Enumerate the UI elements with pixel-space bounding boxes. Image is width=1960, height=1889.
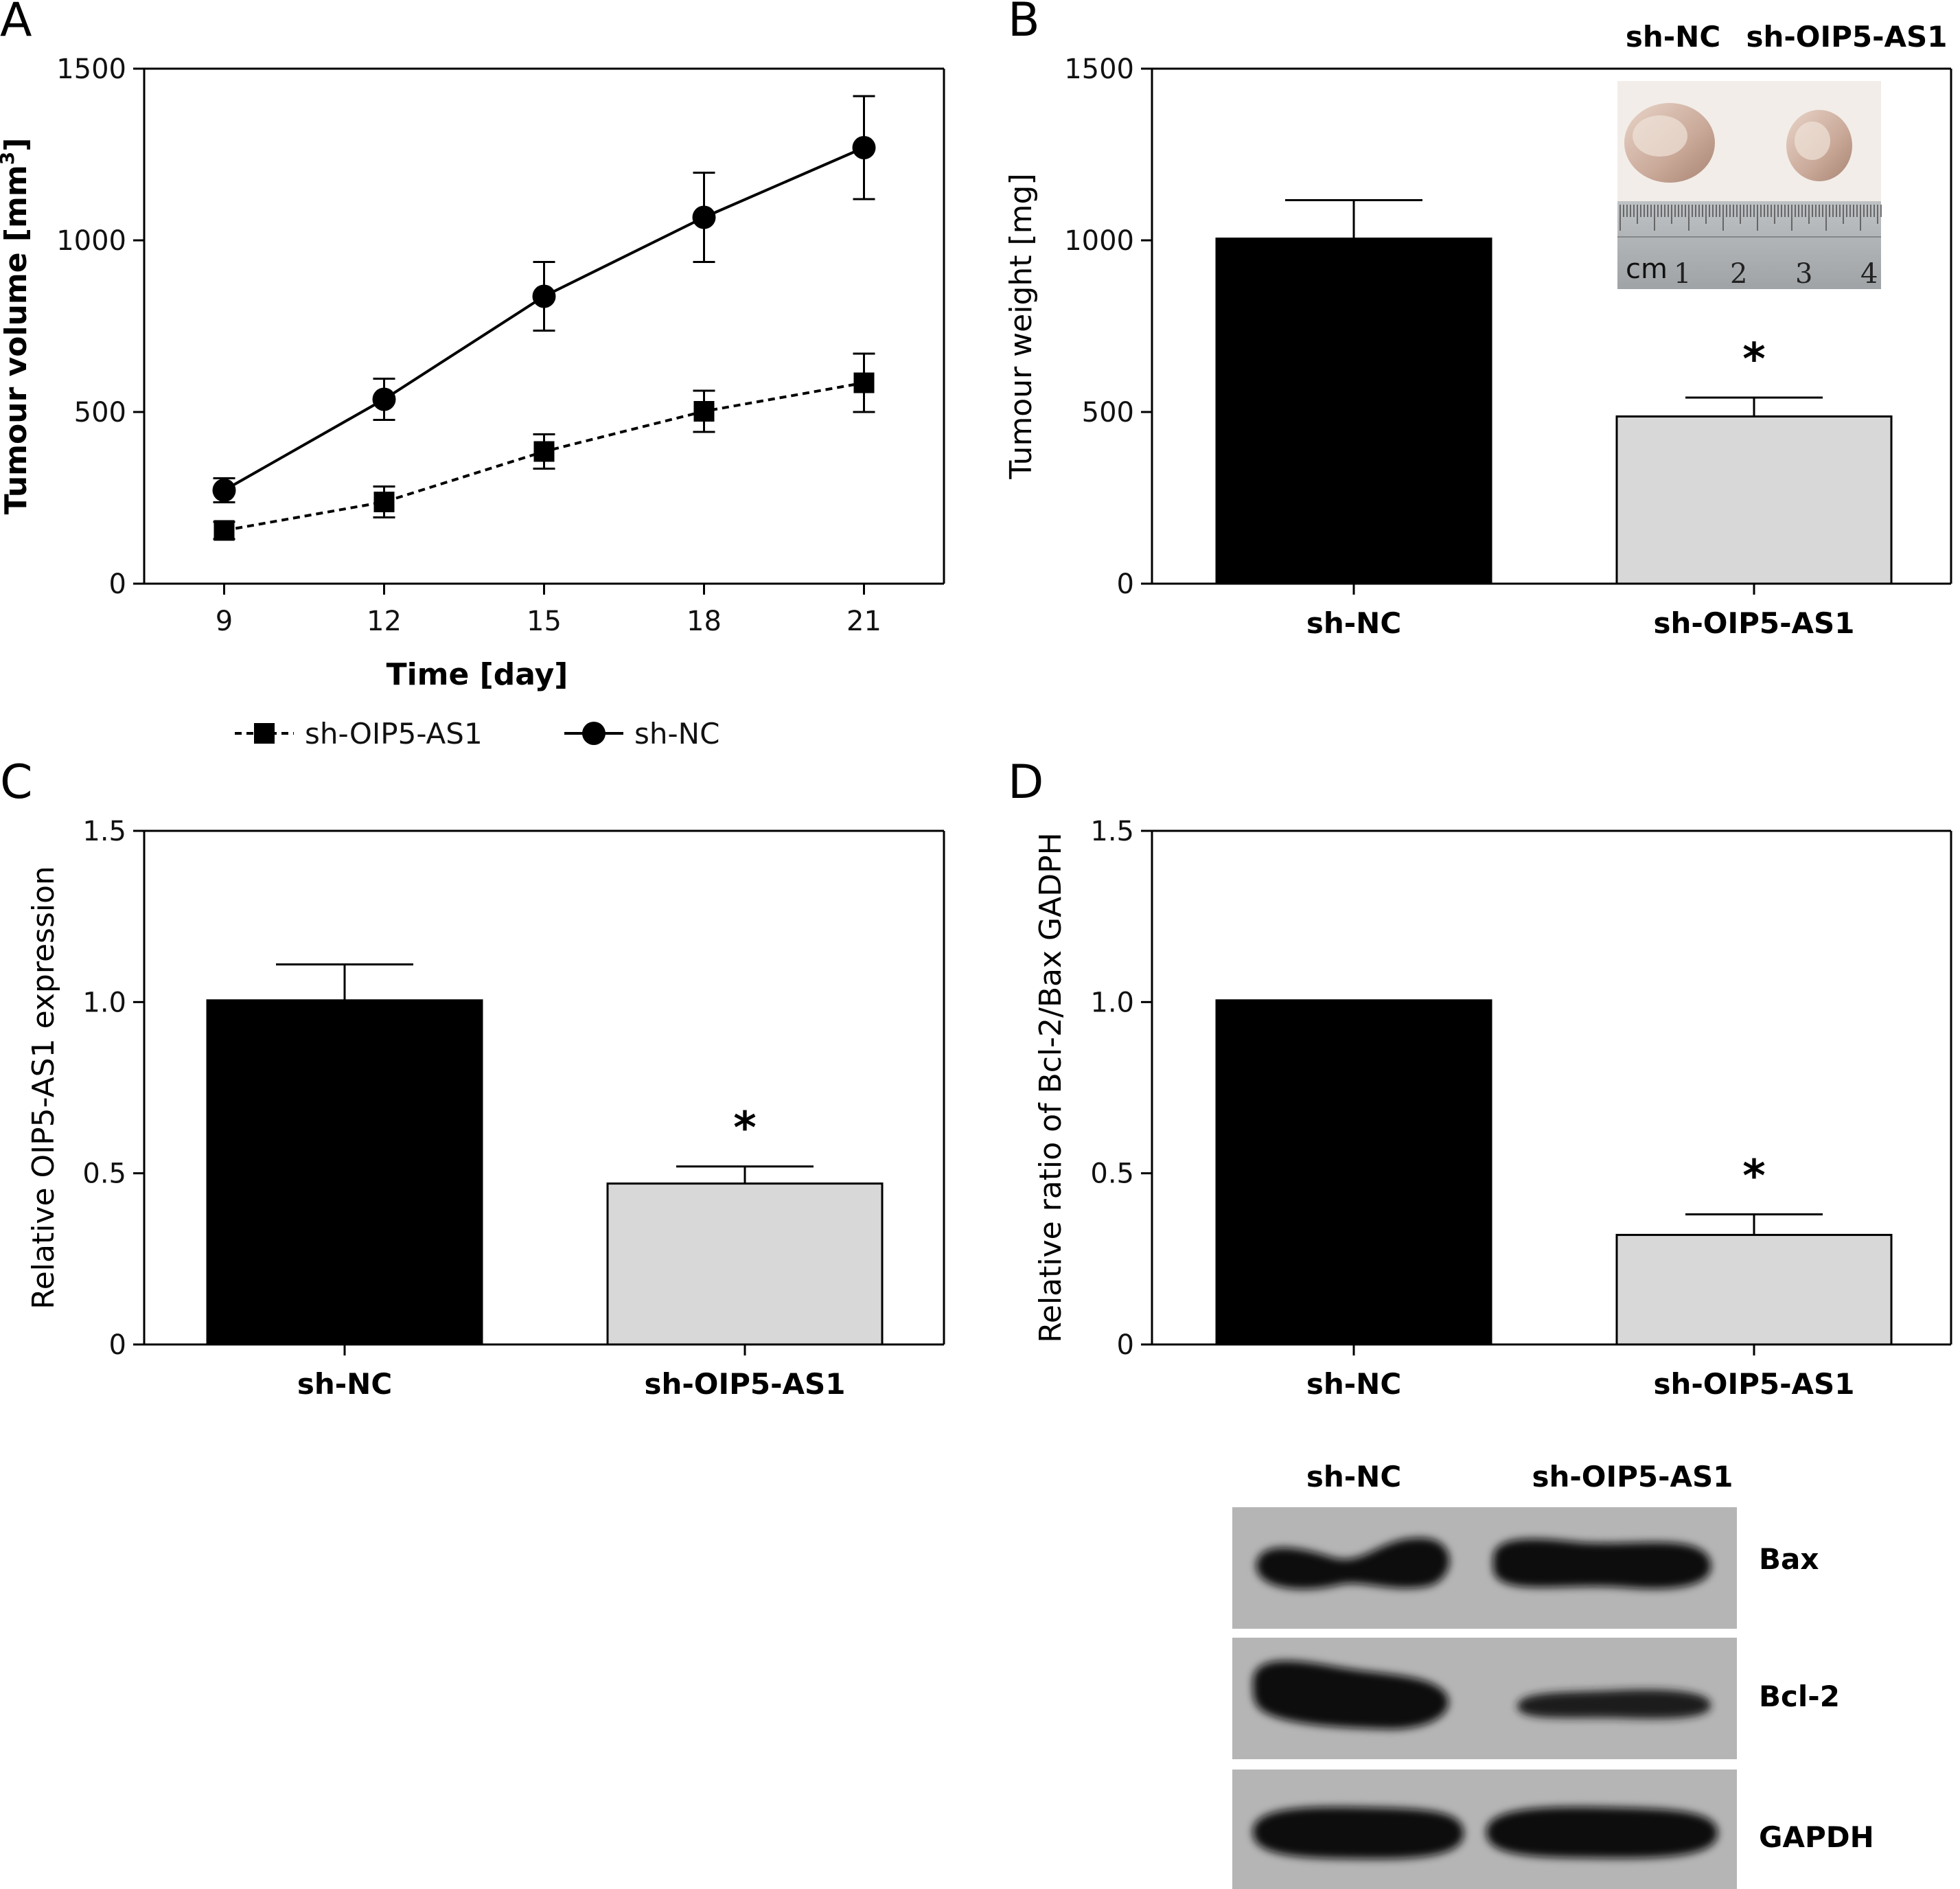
panel-d-bar-chart: 0 0.5 1.0 1.5 sh-NC sh-OIP5-AS1 * Relative ra… — [1033, 816, 1952, 1401]
panel-b-y-tick-label: 500 — [1082, 397, 1134, 428]
panel-d-y-tick-label: 1.5 — [1090, 816, 1134, 847]
panel-a-legend: sh-OIP5-AS1 sh-NC — [235, 717, 719, 751]
bax-band-sh-oip5-as1 — [1492, 1539, 1711, 1589]
data-point-sh-nc — [532, 284, 556, 308]
panel-label-a: A — [0, 0, 32, 47]
data-point-sh-oip5-as1 — [693, 401, 715, 422]
panel-a-y-tick-label: 1000 — [56, 225, 126, 257]
tumour-sh-oip5-as1-highlight — [1795, 122, 1830, 160]
legend-label-sh-oip5-as1: sh-OIP5-AS1 — [305, 717, 483, 751]
tumour-sh-nc-highlight — [1633, 115, 1687, 157]
panel-a-x-tick-label: 12 — [367, 606, 402, 637]
bax-band-sh-nc — [1256, 1537, 1450, 1590]
blot-lane-label-sh-nc: sh-NC — [1306, 1460, 1401, 1493]
panel-c-y-tick-label: 1.5 — [82, 816, 126, 847]
panel-c-y-tick-label: 1.0 — [82, 987, 126, 1018]
panel-a-x-tick-label: 21 — [846, 606, 881, 637]
gapdh-band-sh-oip5-as1 — [1486, 1807, 1718, 1859]
inset-label-sh-nc: sh-NC — [1626, 20, 1720, 54]
panel-b-significance-star: * — [1742, 334, 1765, 385]
panel-d-y-tick-label: 0.5 — [1090, 1158, 1134, 1190]
western-blot: sh-NC sh-OIP5-AS1 Bax Bcl-2 GAPDH — [1232, 1460, 1874, 1889]
panel-d-category-label-sh-nc: sh-NC — [1306, 1367, 1401, 1401]
panel-label-c: C — [0, 755, 32, 810]
legend-marker-sh-oip5-as1 — [254, 723, 275, 744]
data-point-sh-nc — [852, 136, 876, 159]
ruler-mark-3: 3 — [1795, 258, 1812, 290]
bcl2-band-sh-oip5-as1 — [1517, 1689, 1711, 1719]
data-point-sh-oip5-as1 — [533, 441, 555, 462]
panel-d-bar-sh-oip5-as1 — [1615, 1233, 1893, 1346]
inset-label-sh-oip5-as1: sh-OIP5-AS1 — [1746, 20, 1947, 54]
data-point-sh-nc — [212, 479, 236, 502]
panel-b-y-tick-label: 1500 — [1064, 54, 1134, 85]
blot-row-label-bcl2: Bcl-2 — [1759, 1680, 1840, 1713]
panel-a-x-axis-title: Time [day] — [387, 657, 568, 692]
panel-d-y-tick-label: 1.0 — [1090, 987, 1134, 1018]
panel-c-category-label-sh-oip5-as1: sh-OIP5-AS1 — [644, 1367, 845, 1401]
panel-b-bar-sh-nc — [1215, 238, 1492, 585]
ruler-mark-2: 2 — [1730, 258, 1747, 290]
panel-d-y-axis-title: Relative ratio of Bcl-2/Bax GADPH — [1033, 832, 1068, 1342]
panel-c-y-tick-label: 0 — [109, 1329, 126, 1361]
panel-c-category-label-sh-nc: sh-NC — [297, 1367, 392, 1401]
panel-label-d: D — [1008, 755, 1044, 810]
ruler-mark-1: 1 — [1674, 258, 1691, 290]
panel-a-y-tick-label: 1500 — [56, 54, 126, 85]
blot-row-label-bax: Bax — [1759, 1542, 1819, 1576]
data-point-sh-oip5-as1 — [214, 520, 235, 541]
panel-a-y-axis-title: Tumour volume [mm3] — [0, 138, 34, 515]
bcl2-bands — [1253, 1660, 1711, 1730]
gapdh-bands — [1253, 1807, 1718, 1859]
panel-c-bar-sh-nc — [206, 999, 483, 1346]
panel-label-b: B — [1008, 0, 1040, 47]
panel-b-bar-sh-oip5-as1 — [1615, 415, 1893, 585]
panel-d-significance-star: * — [1742, 1152, 1765, 1202]
tumour-photo-inset: sh-NC sh-OIP5-AS1 cm 1 2 3 4 — [1617, 20, 1948, 290]
panel-d-bar-sh-nc — [1215, 999, 1492, 1346]
panel-c-significance-star: * — [733, 1103, 756, 1154]
ruler-mark-4: 4 — [1860, 258, 1878, 290]
panel-a-line-chart: 0 500 1000 1500 9 12 15 18 21 Tumour volume [mm… — [0, 54, 945, 751]
gapdh-band-sh-nc — [1253, 1807, 1464, 1859]
panel-b-category-label-sh-oip5-as1: sh-OIP5-AS1 — [1653, 606, 1854, 640]
panel-c-y-tick-label: 0.5 — [82, 1158, 126, 1190]
panel-b-category-label-sh-nc: sh-NC — [1306, 606, 1401, 640]
panel-a-x-tick-label: 15 — [527, 606, 562, 637]
ruler-unit: cm — [1626, 253, 1668, 285]
blot-lane-label-sh-oip5-as1: sh-OIP5-AS1 — [1532, 1460, 1733, 1493]
data-point-sh-nc — [372, 387, 396, 411]
data-point-sh-nc — [692, 205, 716, 229]
blot-row-label-gapdh: GAPDH — [1759, 1820, 1874, 1854]
panel-a-x-tick-label: 18 — [687, 606, 722, 637]
panel-d-y-tick-label: 0 — [1117, 1329, 1134, 1361]
ruler-ticks — [1617, 205, 1882, 238]
panel-b-y-tick-label: 0 — [1117, 569, 1134, 600]
panel-b-y-axis-title: Tumour weight [mg] — [1004, 173, 1039, 479]
panel-c-bar-sh-oip5-as1 — [606, 1182, 884, 1346]
panel-d-category-label-sh-oip5-as1: sh-OIP5-AS1 — [1653, 1367, 1854, 1401]
bcl2-band-sh-nc — [1253, 1660, 1449, 1730]
panel-c-bar-chart: 0 0.5 1.0 1.5 sh-NC sh-OIP5-AS1 * Relative OI… — [26, 816, 945, 1401]
legend-marker-sh-nc — [582, 722, 606, 745]
data-point-sh-oip5-as1 — [853, 372, 875, 393]
panel-c-y-axis-title: Relative OIP5-AS1 expression — [26, 866, 61, 1309]
data-point-sh-oip5-as1 — [373, 492, 395, 512]
panel-a-x-tick-label: 9 — [216, 606, 233, 637]
panel-a-y-tick-label: 0 — [109, 569, 126, 600]
panel-b-y-tick-label: 1000 — [1064, 225, 1134, 257]
panel-a-y-tick-label: 500 — [74, 397, 126, 428]
bax-bands — [1256, 1537, 1711, 1590]
panel-b-bar-chart: 0 500 1000 1500 sh-NC sh-OIP5-AS1 * Tumour we… — [1004, 20, 1952, 640]
legend-label-sh-nc: sh-NC — [634, 717, 719, 751]
